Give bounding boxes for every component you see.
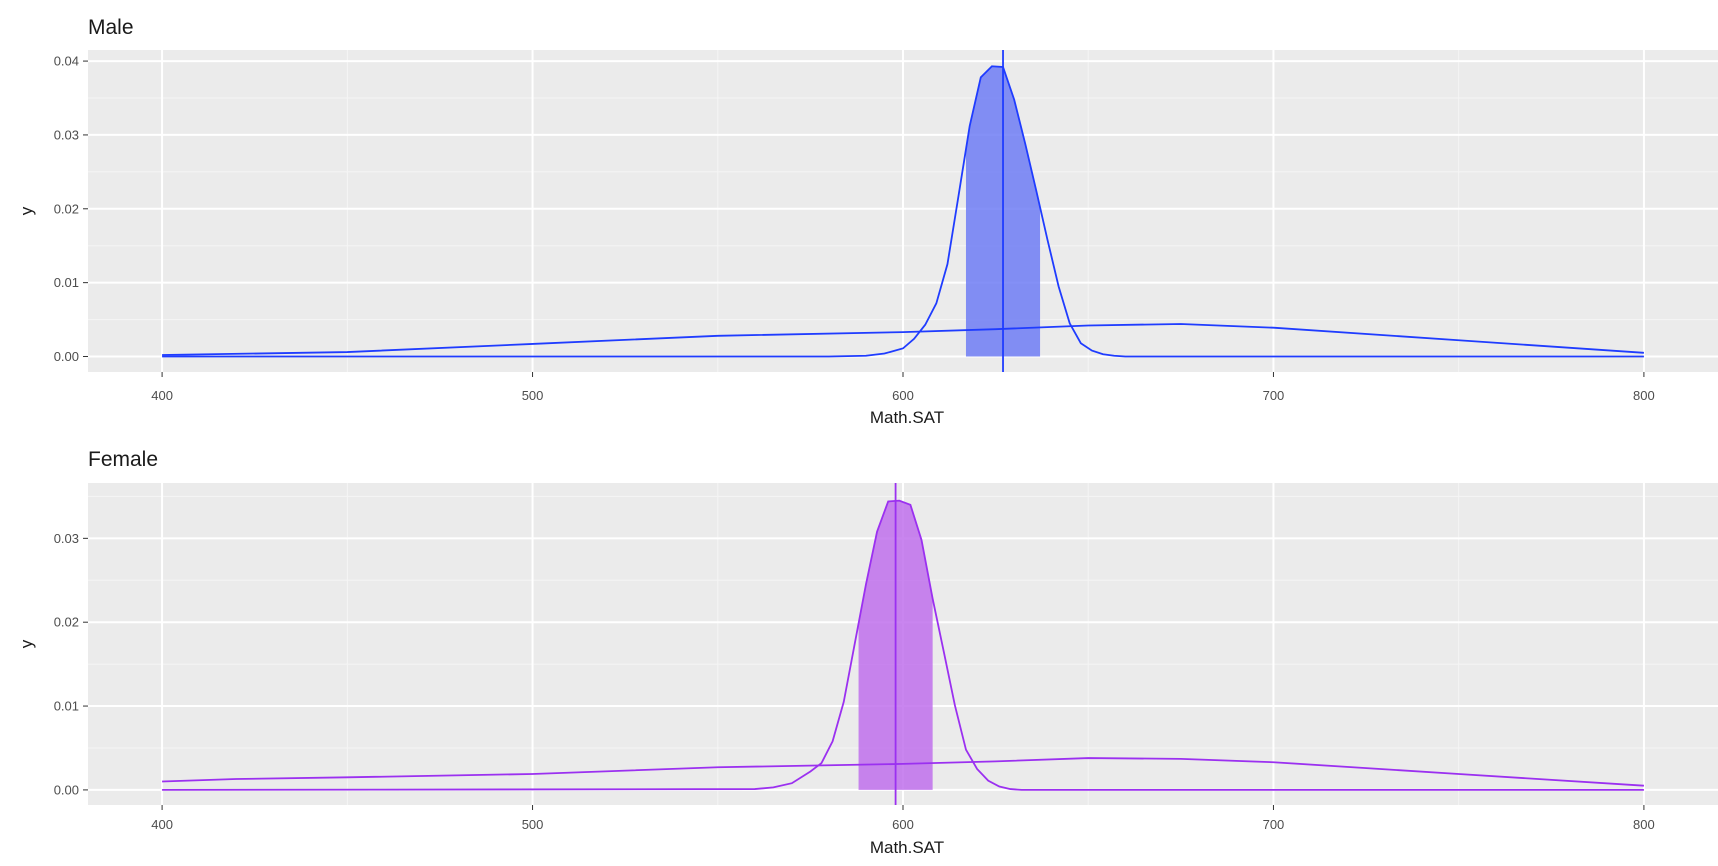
x-tick-label: 400 bbox=[151, 388, 173, 403]
narrow-density-line bbox=[162, 499, 1644, 791]
panel-title: Male bbox=[88, 16, 134, 39]
x-tick-label: 700 bbox=[1263, 388, 1285, 403]
x-axis-title: Math.SAT bbox=[870, 838, 944, 857]
x-tick-label: 600 bbox=[892, 388, 914, 403]
y-tick-label: 0.01 bbox=[54, 699, 79, 714]
x-tick-label: 800 bbox=[1633, 388, 1655, 403]
x-tick-label: 800 bbox=[1633, 817, 1655, 832]
panel-male: Male 400 500 600 700 800 0.00 0.01 0.02 0.03 0.04 M… bbox=[17, 16, 1718, 427]
narrow-density-line bbox=[162, 65, 1644, 358]
y-tick-label: 0.02 bbox=[54, 615, 79, 630]
y-tick-label: 0.03 bbox=[54, 531, 79, 546]
y-axis-title: y bbox=[17, 206, 36, 215]
x-tick-label: 400 bbox=[151, 817, 173, 832]
y-tick-label: 0.00 bbox=[54, 349, 79, 364]
x-tick-label: 600 bbox=[892, 817, 914, 832]
y-tick-label: 0.01 bbox=[54, 275, 79, 290]
wide-density-line bbox=[162, 323, 1644, 356]
y-tick-label: 0.03 bbox=[54, 127, 79, 142]
x-axis-title: Math.SAT bbox=[870, 408, 944, 427]
y-tick-label: 0.00 bbox=[54, 782, 79, 797]
wide-density-line bbox=[162, 757, 1644, 787]
y-axis-title: y bbox=[17, 639, 36, 648]
panel-female: Female 400 500 600 700 800 0.00 0.01 0.02 0.03 Mat… bbox=[17, 448, 1718, 857]
x-tick-label: 500 bbox=[522, 817, 544, 832]
panel-title: Female bbox=[88, 448, 158, 471]
y-tick-label: 0.04 bbox=[54, 54, 79, 69]
x-tick-label: 500 bbox=[522, 388, 544, 403]
x-tick-label: 700 bbox=[1263, 817, 1285, 832]
y-tick-label: 0.02 bbox=[54, 201, 79, 216]
